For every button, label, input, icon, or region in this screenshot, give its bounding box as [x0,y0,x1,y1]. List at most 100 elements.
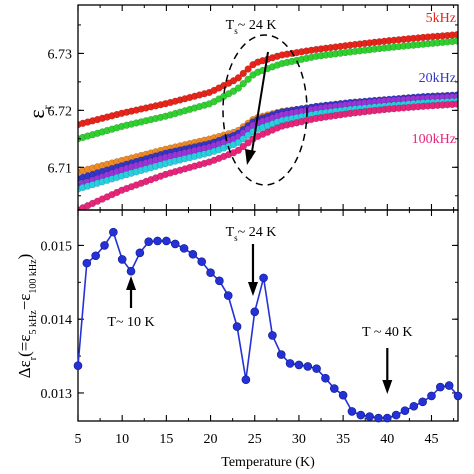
delta-series-point [73,361,83,370]
delta-series-point [294,360,304,370]
delta-series-point [329,384,339,393]
delta-series-point [170,239,180,249]
top-y-label: εr [24,105,54,118]
top-panel: 6.71 6.72 6.73 Ts~ 24 K 5kHz 20kHz 100kHz εr [24,4,459,211]
y-tick-label: 6.71 [48,161,73,176]
delta-series-point [117,255,127,264]
y-tick-label: 6.73 [48,47,73,62]
delta-series-point [162,236,171,246]
delta-series-point [436,382,445,392]
ts-annotation-top-part: s [234,26,238,36]
y-tick-label-part: 6.72 [48,104,73,119]
series-6-point [234,146,243,154]
x-tick-label: 40 [380,432,394,447]
delta-series-point [126,266,136,276]
delta-series-point [400,406,410,415]
x-tick-label-part: 35 [336,432,350,447]
t40-arrow-head [382,380,393,394]
delta-series-point [418,397,427,407]
series-1-point [234,84,243,92]
delta-series-point [109,227,118,237]
x-tick-label-part: 5 [75,432,82,447]
series-1 [78,37,458,143]
delta-series-point [365,412,374,421]
delta-series-point [179,244,189,253]
series-6-point [239,142,247,151]
bottom-y-label-part: (=ε [15,334,34,356]
delta-series-point [444,381,454,390]
delta-series-point [215,276,224,286]
top-y-label-part: ε [24,109,49,118]
ts-annotation-top: Ts~ 24 K [226,18,277,36]
bottom-y-label-part: 5 kHz [28,310,39,335]
y-tick-label: 0.015 [41,239,73,254]
ts-annotation-bottom-part: T [226,225,235,240]
t10-annotation-part: T~ 10 K [107,315,154,330]
series-1-point [244,75,252,83]
top-marks [78,31,458,210]
x-tick-label: 45 [424,432,438,447]
y-tick-label-part: 6.71 [48,161,73,176]
delta-series-point [188,249,198,259]
delta-series-point [356,410,366,420]
t10-arrow-head [126,276,137,290]
series-5-point [234,138,243,147]
x-tick-label-part: 45 [424,432,438,447]
series-0-point [244,65,252,73]
bottom-y-label-part: Δε [15,360,34,378]
series-0-point [234,74,243,82]
delta-series-point [268,331,277,340]
delta-series-point [321,373,330,383]
ts-annotation-bottom-part: ~ 24 K [238,225,277,240]
x-tick-label: 20 [204,432,218,447]
delta-series-point [259,273,268,283]
series-0-point [453,31,458,39]
y-tick-label-part: 6.73 [48,47,73,62]
transition-arrow-head [245,149,256,165]
bottom-y-label: Δεr(=ε5 kHz−ε100 kHz) [15,254,39,379]
series-label-0: 5kHz [426,11,456,26]
shared-x-axis: 5 10 15 20 25 30 35 40 45 Temperature (K) [75,432,439,470]
delta-series-point [135,248,145,258]
delta-series-point [82,258,92,268]
ts-arrow-head [247,282,258,296]
series-6-point [244,139,252,147]
delta-series-point [312,364,321,373]
x-tick-label: 5 [75,432,82,447]
plot-frame [77,209,459,422]
series-label-0-part: 5kHz [426,11,456,26]
series-6 [78,100,458,210]
series-label-6: 100kHz [412,132,456,147]
x-axis-label-part: Temperature (K) [221,455,315,470]
x-tick-label: 10 [115,432,129,447]
series-5-point [239,135,247,143]
series-label-2-part: 20kHz [419,71,456,86]
bottom-y-label-part: r [28,356,39,360]
delta-series-point [144,237,153,247]
delta-series-point [285,359,295,368]
bottom-y-label-part: −ε [15,294,34,311]
delta-series-point [250,307,260,317]
bottom-panel: 0.013 0.014 0.015 Ts~ 24 K T~ 10 K T ~ 40 K Δε… [15,209,463,423]
delta-series-point [453,391,463,401]
series-label-2: 20kHz [419,71,456,86]
ts-annotation-top-part: T [226,18,235,33]
delta-series-point [241,375,251,384]
series-5-point [244,131,252,139]
series-6-point [453,100,458,108]
delta-series-point [303,362,313,371]
transition-ellipse [222,34,308,186]
ts-annotation-top-part: ~ 24 K [238,18,277,33]
x-tick-label: 30 [292,432,306,447]
y-tick-label: 6.72 [48,104,73,119]
x-tick-label: 35 [336,432,350,447]
y-tick-label: 0.014 [41,313,73,328]
delta-series-point [427,391,436,401]
t40-annotation: T ~ 40 K [362,325,412,340]
delta-series-point [223,291,233,300]
x-tick-label: 15 [159,432,173,447]
delta-series-point [409,401,419,411]
x-axis-label: Temperature (K) [221,455,315,470]
delta-series-point [197,257,207,266]
